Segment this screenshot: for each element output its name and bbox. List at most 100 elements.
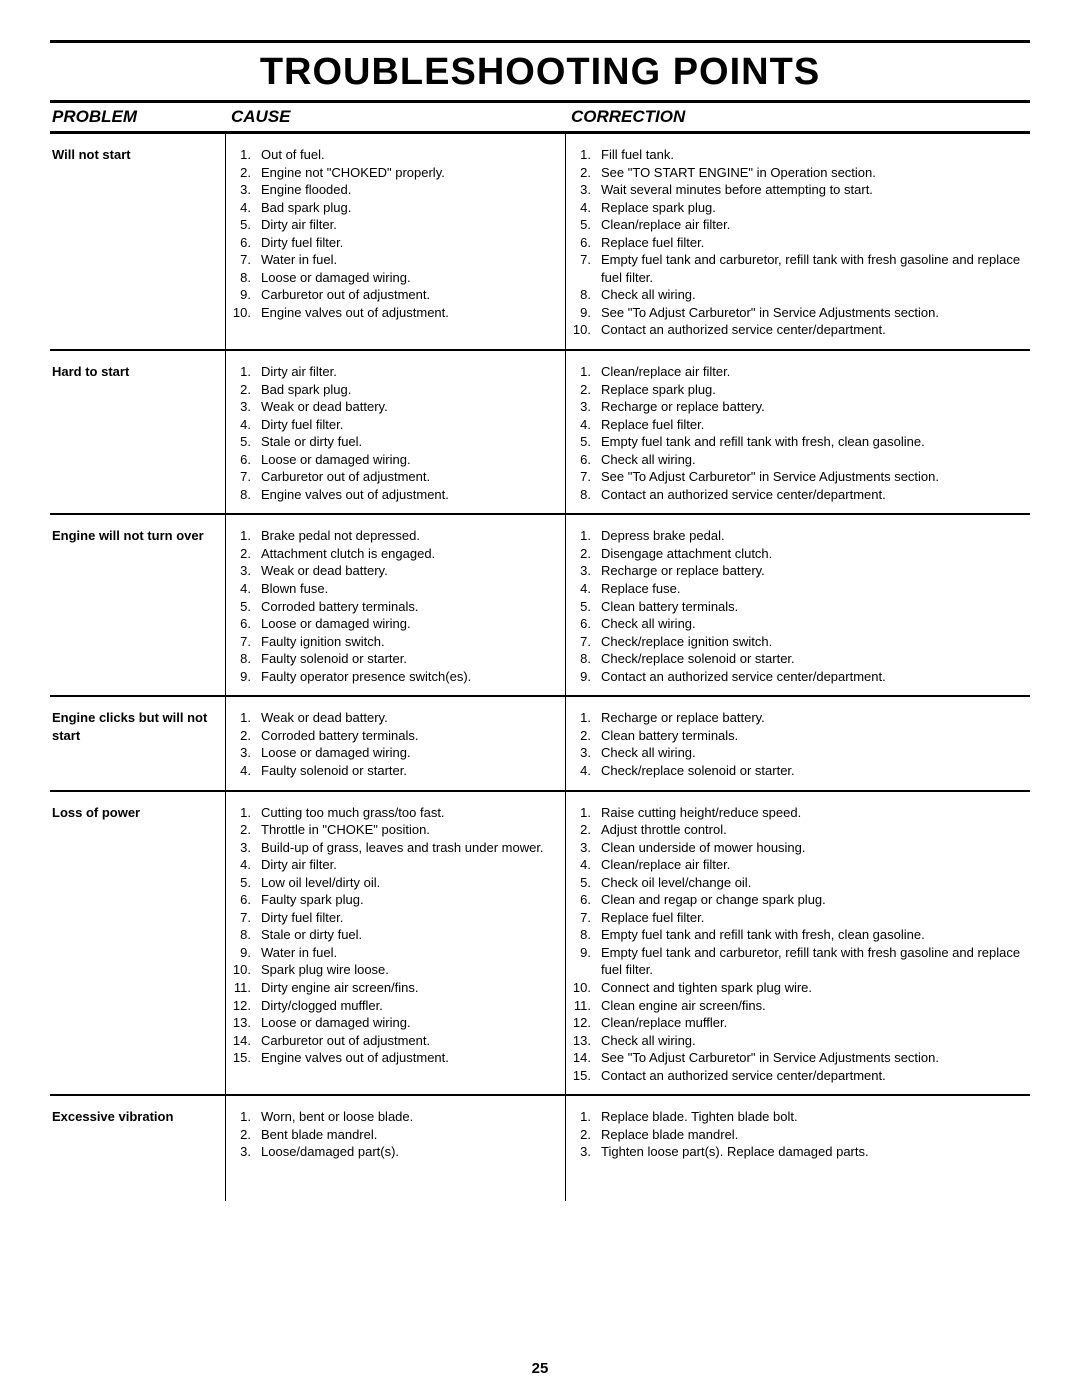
list-number: 5. — [231, 874, 261, 892]
list-number: 3. — [231, 562, 261, 580]
header-problem: PROBLEM — [50, 107, 225, 127]
list-item: 6.Loose or damaged wiring. — [231, 615, 555, 633]
list-number: 7. — [231, 633, 261, 651]
list-item: 1.Depress brake pedal. — [571, 527, 1026, 545]
list-text: Check/replace solenoid or starter. — [601, 762, 1026, 780]
list-text: Weak or dead battery. — [261, 709, 555, 727]
list-text: Loose or damaged wiring. — [261, 269, 555, 287]
list-item: 1.Raise cutting height/reduce speed. — [571, 804, 1026, 822]
list-item: 6.Faulty spark plug. — [231, 891, 555, 909]
list-number: 4. — [571, 416, 601, 434]
correction-cell: 1.Clean/replace air filter.2.Replace spa… — [565, 363, 1030, 503]
list-text: Stale or dirty fuel. — [261, 926, 555, 944]
list-item: 3.Recharge or replace battery. — [571, 562, 1026, 580]
list-number: 9. — [231, 944, 261, 962]
list-item: 12.Dirty/clogged muffler. — [231, 997, 555, 1015]
list-number: 6. — [571, 891, 601, 909]
list-item: 3.Clean underside of mower housing. — [571, 839, 1026, 857]
list-number: 4. — [571, 580, 601, 598]
list-item: 8.Check all wiring. — [571, 286, 1026, 304]
cause-cell: 1.Worn, bent or loose blade.2.Bent blade… — [225, 1108, 565, 1161]
list-text: Dirty fuel filter. — [261, 416, 555, 434]
list-item: 8.Empty fuel tank and refill tank with f… — [571, 926, 1026, 944]
list-number: 3. — [231, 398, 261, 416]
list-item: 6.Check all wiring. — [571, 451, 1026, 469]
list-number: 1. — [571, 146, 601, 164]
list-text: Loose/damaged part(s). — [261, 1143, 555, 1161]
list-item: 5.Low oil level/dirty oil. — [231, 874, 555, 892]
list-text: Engine not "CHOKED" properly. — [261, 164, 555, 182]
problem-cell: Engine clicks but will not start — [50, 709, 225, 779]
list-number: 1. — [231, 527, 261, 545]
list-number: 8. — [231, 486, 261, 504]
list-item: 6.Replace fuel filter. — [571, 234, 1026, 252]
list-text: Brake pedal not depressed. — [261, 527, 555, 545]
list-item: 11.Dirty engine air screen/fins. — [231, 979, 555, 997]
list-text: Check all wiring. — [601, 744, 1026, 762]
list-number: 10. — [231, 304, 261, 322]
list-item: 4.Dirty fuel filter. — [231, 416, 555, 434]
list-text: Faulty solenoid or starter. — [261, 762, 555, 780]
troubleshooting-row: Engine clicks but will not start1.Weak o… — [50, 697, 1030, 791]
list-number: 9. — [231, 286, 261, 304]
list-item: 1.Cutting too much grass/too fast. — [231, 804, 555, 822]
list-text: Faulty spark plug. — [261, 891, 555, 909]
list-number: 1. — [571, 363, 601, 381]
list-number: 4. — [231, 199, 261, 217]
list-item: 3.Wait several minutes before attempting… — [571, 181, 1026, 199]
list-text: Clean battery terminals. — [601, 598, 1026, 616]
list-item: 6.Clean and regap or change spark plug. — [571, 891, 1026, 909]
list-number: 2. — [231, 164, 261, 182]
list-item: 2.Bad spark plug. — [231, 381, 555, 399]
troubleshooting-row: Loss of power1.Cutting too much grass/to… — [50, 792, 1030, 1097]
list-text: Carburetor out of adjustment. — [261, 1032, 555, 1050]
list-number: 6. — [231, 451, 261, 469]
list-text: Dirty engine air screen/fins. — [261, 979, 555, 997]
list-text: Dirty fuel filter. — [261, 909, 555, 927]
list-item: 10.Engine valves out of adjustment. — [231, 304, 555, 322]
list-item: 8.Faulty solenoid or starter. — [231, 650, 555, 668]
list-text: Dirty/clogged muffler. — [261, 997, 555, 1015]
list-number: 15. — [571, 1067, 601, 1085]
problem-cell: Excessive vibration — [50, 1108, 225, 1161]
list-item: 4.Check/replace solenoid or starter. — [571, 762, 1026, 780]
list-item: 3.Loose/damaged part(s). — [231, 1143, 555, 1161]
list-number: 6. — [231, 234, 261, 252]
problem-cell: Will not start — [50, 146, 225, 339]
list-text: Check all wiring. — [601, 1032, 1026, 1050]
list-item: 3.Engine flooded. — [231, 181, 555, 199]
list-number: 8. — [571, 650, 601, 668]
correction-cell: 1.Recharge or replace battery.2.Clean ba… — [565, 709, 1030, 779]
list-item: 4.Replace spark plug. — [571, 199, 1026, 217]
list-item: 7.Replace fuel filter. — [571, 909, 1026, 927]
list-text: Clean engine air screen/fins. — [601, 997, 1026, 1015]
list-text: Carburetor out of adjustment. — [261, 468, 555, 486]
list-item: 3.Recharge or replace battery. — [571, 398, 1026, 416]
troubleshooting-row: Hard to start1.Dirty air filter.2.Bad sp… — [50, 351, 1030, 515]
list-number: 2. — [231, 381, 261, 399]
list-item: 1.Fill fuel tank. — [571, 146, 1026, 164]
list-text: Clean/replace air filter. — [601, 363, 1026, 381]
list-text: Replace fuel filter. — [601, 234, 1026, 252]
list-text: Corroded battery terminals. — [261, 727, 555, 745]
list-text: Check oil level/change oil. — [601, 874, 1026, 892]
list-item: 3.Weak or dead battery. — [231, 562, 555, 580]
list-item: 13.Check all wiring. — [571, 1032, 1026, 1050]
list-text: Dirty air filter. — [261, 363, 555, 381]
list-text: Replace blade mandrel. — [601, 1126, 1026, 1144]
list-text: Replace blade. Tighten blade bolt. — [601, 1108, 1026, 1126]
list-item: 12.Clean/replace muffler. — [571, 1014, 1026, 1032]
list-number: 7. — [571, 909, 601, 927]
list-number: 3. — [571, 562, 601, 580]
cause-cell: 1.Out of fuel.2.Engine not "CHOKED" prop… — [225, 146, 565, 339]
list-text: Clean battery terminals. — [601, 727, 1026, 745]
list-number: 3. — [571, 398, 601, 416]
list-number: 3. — [571, 181, 601, 199]
list-item: 6.Loose or damaged wiring. — [231, 451, 555, 469]
list-number: 4. — [571, 199, 601, 217]
list-number: 2. — [571, 821, 601, 839]
list-text: Clean/replace muffler. — [601, 1014, 1026, 1032]
list-item: 7.Faulty ignition switch. — [231, 633, 555, 651]
list-item: 2.Throttle in "CHOKE" position. — [231, 821, 555, 839]
header-cause: CAUSE — [225, 107, 565, 127]
